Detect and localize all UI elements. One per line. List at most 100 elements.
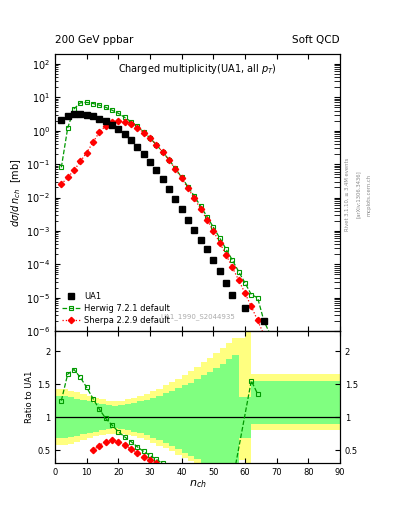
UA1 [179, 206, 184, 212]
UA1 [91, 113, 95, 119]
Herwig 7.2.1 default [78, 100, 83, 106]
UA1 [160, 176, 165, 182]
Sherpa 2.2.9 default [135, 125, 140, 131]
Herwig 7.2.1 default [287, 379, 292, 385]
UA1 [230, 291, 235, 297]
Text: mcplots.cern.ch: mcplots.cern.ch [366, 174, 371, 216]
UA1 [167, 186, 171, 192]
Text: UA1_1990_S2044935: UA1_1990_S2044935 [160, 313, 235, 320]
Sherpa 2.2.9 default [293, 410, 298, 416]
Text: Soft QCD: Soft QCD [292, 35, 340, 46]
UA1 [84, 112, 89, 118]
UA1 [78, 111, 83, 117]
Sherpa 2.2.9 default [287, 394, 292, 400]
Line: UA1: UA1 [58, 111, 267, 324]
UA1 [224, 280, 228, 286]
Sherpa 2.2.9 default [185, 185, 190, 191]
Herwig 7.2.1 default [160, 149, 165, 155]
Sherpa 2.2.9 default [59, 181, 64, 187]
Sherpa 2.2.9 default [148, 135, 152, 141]
Sherpa 2.2.9 default [65, 174, 70, 180]
UA1 [148, 159, 152, 165]
Sherpa 2.2.9 default [97, 129, 102, 135]
Sherpa 2.2.9 default [205, 217, 209, 223]
Sherpa 2.2.9 default [72, 167, 76, 174]
Sherpa 2.2.9 default [224, 251, 228, 258]
Herwig 7.2.1 default [110, 107, 114, 113]
Sherpa 2.2.9 default [198, 206, 203, 212]
Herwig 7.2.1 default [274, 346, 279, 352]
Line: Sherpa 2.2.9 default: Sherpa 2.2.9 default [59, 118, 336, 512]
UA1 [173, 196, 178, 202]
UA1 [103, 118, 108, 124]
UA1 [72, 111, 76, 117]
Sherpa 2.2.9 default [262, 332, 266, 338]
Sherpa 2.2.9 default [230, 264, 235, 270]
Herwig 7.2.1 default [230, 257, 235, 263]
Legend: UA1, Herwig 7.2.1 default, Sherpa 2.2.9 default: UA1, Herwig 7.2.1 default, Sherpa 2.2.9 … [59, 289, 173, 327]
Sherpa 2.2.9 default [319, 480, 323, 486]
Herwig 7.2.1 default [281, 361, 285, 368]
Text: 200 GeV ppbar: 200 GeV ppbar [55, 35, 133, 46]
Herwig 7.2.1 default [255, 295, 260, 301]
UA1 [141, 151, 146, 157]
UA1 [198, 237, 203, 243]
UA1 [217, 268, 222, 274]
UA1 [110, 122, 114, 128]
Sherpa 2.2.9 default [167, 157, 171, 163]
Sherpa 2.2.9 default [160, 149, 165, 155]
UA1 [242, 305, 247, 311]
Herwig 7.2.1 default [312, 446, 317, 452]
Herwig 7.2.1 default [217, 235, 222, 241]
UA1 [154, 167, 159, 174]
Herwig 7.2.1 default [122, 114, 127, 120]
Sherpa 2.2.9 default [274, 362, 279, 368]
Text: Charged multiplicity(UA1, all $p_T$): Charged multiplicity(UA1, all $p_T$) [118, 62, 277, 76]
Text: [arXiv:1306.3436]: [arXiv:1306.3436] [356, 170, 361, 219]
Herwig 7.2.1 default [319, 462, 323, 468]
Sherpa 2.2.9 default [103, 123, 108, 129]
Line: Herwig 7.2.1 default: Herwig 7.2.1 default [59, 100, 336, 501]
Text: Rivet 3.1.10, ≥ 3.4M events: Rivet 3.1.10, ≥ 3.4M events [345, 158, 350, 231]
Sherpa 2.2.9 default [242, 290, 247, 296]
Herwig 7.2.1 default [236, 268, 241, 274]
UA1 [59, 117, 64, 123]
Herwig 7.2.1 default [306, 429, 310, 435]
Herwig 7.2.1 default [103, 104, 108, 111]
Sherpa 2.2.9 default [129, 121, 133, 127]
Sherpa 2.2.9 default [78, 158, 83, 164]
Sherpa 2.2.9 default [110, 119, 114, 125]
Sherpa 2.2.9 default [306, 444, 310, 450]
Y-axis label: Ratio to UA1: Ratio to UA1 [25, 371, 34, 423]
Herwig 7.2.1 default [167, 157, 171, 163]
Herwig 7.2.1 default [91, 100, 95, 106]
Herwig 7.2.1 default [135, 123, 140, 130]
Sherpa 2.2.9 default [281, 378, 285, 384]
Sherpa 2.2.9 default [217, 240, 222, 246]
Sherpa 2.2.9 default [179, 175, 184, 181]
Herwig 7.2.1 default [129, 119, 133, 125]
Sherpa 2.2.9 default [325, 499, 330, 505]
Herwig 7.2.1 default [211, 224, 216, 230]
UA1 [129, 137, 133, 143]
Herwig 7.2.1 default [185, 184, 190, 190]
Herwig 7.2.1 default [97, 102, 102, 108]
Sherpa 2.2.9 default [249, 304, 253, 310]
X-axis label: $n_{ch}$: $n_{ch}$ [189, 479, 206, 490]
Sherpa 2.2.9 default [192, 195, 196, 201]
Sherpa 2.2.9 default [268, 347, 273, 353]
UA1 [97, 116, 102, 122]
UA1 [185, 217, 190, 223]
UA1 [205, 246, 209, 252]
Sherpa 2.2.9 default [91, 139, 95, 145]
Herwig 7.2.1 default [173, 165, 178, 172]
UA1 [192, 226, 196, 232]
UA1 [65, 113, 70, 119]
Sherpa 2.2.9 default [211, 228, 216, 234]
Herwig 7.2.1 default [116, 110, 121, 116]
Herwig 7.2.1 default [59, 164, 64, 170]
Sherpa 2.2.9 default [255, 317, 260, 324]
Herwig 7.2.1 default [331, 495, 336, 501]
UA1 [211, 257, 216, 263]
Y-axis label: $d\sigma/d\,n_{ch}$  [mb]: $d\sigma/d\,n_{ch}$ [mb] [9, 158, 23, 227]
